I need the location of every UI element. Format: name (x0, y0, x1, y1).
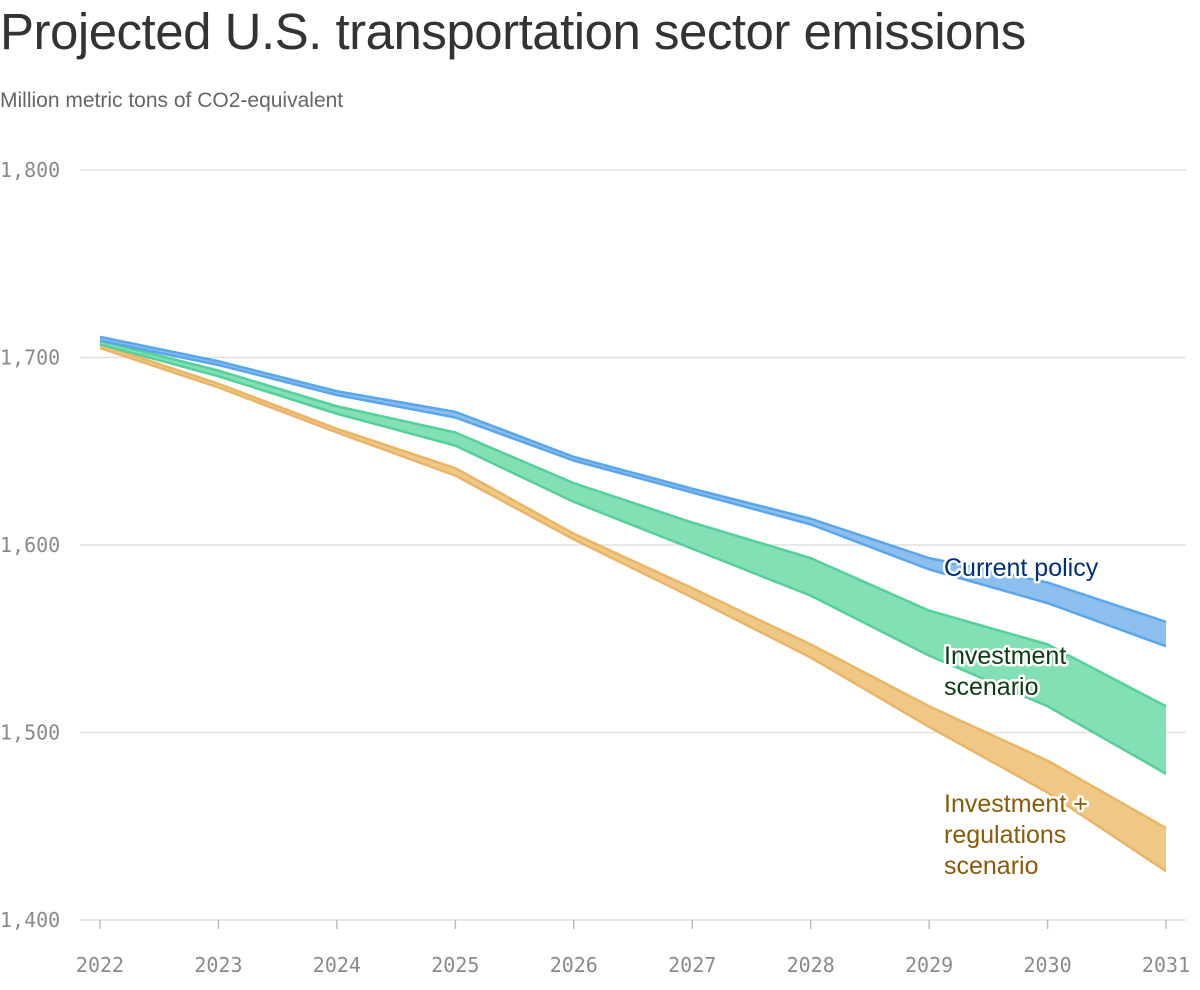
chart-title: Projected U.S. transportation sector emi… (0, 3, 1026, 60)
x-tick-label: 2023 (194, 953, 242, 977)
investment-scenario-band (99, 339, 1167, 775)
current-policy-lower-line (99, 339, 1167, 648)
x-tick-label: 2025 (431, 953, 479, 977)
y-tick-label: 1,400 (0, 908, 60, 932)
series-label-line: scenario (944, 852, 1039, 880)
investment-regulations-scenario-label: Investment + regulations scenario (944, 790, 1088, 880)
investment-scenario-lower-line (99, 343, 1167, 775)
investment-scenario-label: Investment scenario (944, 642, 1066, 701)
x-tick-label: 2024 (313, 953, 361, 977)
chart-subtitle: Million metric tons of CO2-equivalent (0, 89, 344, 112)
x-axis: 2022 2023 2024 2025 2026 2027 2028 2029 2030 2031 (76, 920, 1190, 977)
grid-lines (80, 169, 1186, 921)
x-tick-label: 2026 (550, 953, 598, 977)
x-tick-label: 2028 (787, 953, 835, 977)
current-policy-label: Current policy (944, 554, 1099, 582)
investment-regulations-scenario-band (99, 343, 1167, 873)
y-tick-label: 1,500 (0, 721, 60, 745)
series-bands (99, 335, 1167, 873)
x-tick-label: 2029 (905, 953, 953, 977)
x-tick-label: 2027 (668, 953, 716, 977)
x-tick-label: 2022 (76, 953, 124, 977)
current-policy-band (99, 335, 1167, 648)
x-tick-label: 2030 (1023, 953, 1071, 977)
series-label-line: regulations (944, 821, 1066, 849)
y-tick-label: 1,700 (0, 346, 60, 370)
series-label-line: scenario (944, 673, 1039, 701)
x-tick-label: 2031 (1142, 953, 1190, 977)
series-label-line: Investment (944, 642, 1066, 670)
y-tick-label: 1,600 (0, 533, 60, 557)
y-axis: 1,400 1,500 1,600 1,700 1,800 (0, 158, 60, 932)
y-tick-label: 1,800 (0, 158, 60, 182)
current-policy-upper-line (99, 335, 1167, 624)
investment-regulations-scenario-lower-line (99, 346, 1167, 873)
series-label-line: Investment + (944, 790, 1088, 818)
series-label-line: Current policy (944, 554, 1099, 582)
investment-regulations-scenario-upper-line (99, 343, 1167, 830)
investment-scenario-upper-line (99, 339, 1167, 708)
